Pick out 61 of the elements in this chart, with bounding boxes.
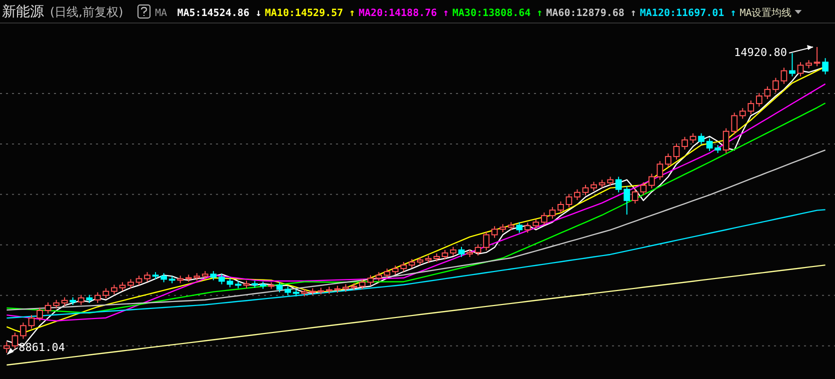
candlestick <box>822 58 828 75</box>
candlestick <box>682 136 688 150</box>
candlestick <box>549 206 556 220</box>
candlestick <box>698 132 704 145</box>
candlestick <box>160 272 167 283</box>
candlestick <box>276 282 283 293</box>
text: MA120:11697.01 ↑ <box>640 8 736 19</box>
candlestick <box>284 286 292 296</box>
candlestick <box>210 270 217 281</box>
candlestick <box>44 302 52 314</box>
candlestick <box>359 278 366 290</box>
candlestick <box>474 244 482 256</box>
candlestick <box>110 284 118 295</box>
candlestick <box>491 226 498 238</box>
candlestick <box>789 52 796 77</box>
candlestick <box>384 268 390 279</box>
candlestick <box>582 184 589 196</box>
candlestick <box>540 212 548 226</box>
candlestick <box>516 222 523 234</box>
candlestick <box>673 142 680 160</box>
annotation: 14920.80 <box>734 46 788 59</box>
candlestick <box>376 272 382 282</box>
candlestick <box>814 46 820 67</box>
text: MA10:14529.57 ↑ <box>264 8 356 19</box>
candlestick <box>558 200 564 214</box>
candlestick <box>226 278 234 288</box>
text: MA设置均线 <box>740 7 792 19</box>
candlestick <box>136 275 142 286</box>
candlestick <box>36 306 43 322</box>
candlestick <box>483 231 490 251</box>
candlestick <box>706 138 713 152</box>
candlestick <box>28 314 35 330</box>
candlestick <box>607 176 614 186</box>
candlestick <box>780 67 788 84</box>
annotation: 8861.04 <box>18 340 66 354</box>
candlestick <box>450 246 456 256</box>
text: MA <box>155 8 168 19</box>
text: MA20:14188.76 ↑ <box>358 8 449 19</box>
candlestick <box>144 272 150 282</box>
candlestick <box>78 294 84 306</box>
candlestick <box>4 341 10 354</box>
text: MA30:13808.64 ↑ <box>452 8 543 19</box>
candlestick <box>772 77 779 93</box>
chart-subtitle: (日线,前复权) <box>50 5 124 19</box>
candlestick <box>458 246 465 258</box>
candlestick <box>128 278 134 289</box>
candlestick <box>367 274 374 286</box>
candlestick <box>566 193 572 208</box>
candlestick <box>20 322 26 340</box>
candlestick <box>665 153 672 168</box>
candlestick <box>12 332 18 350</box>
candlestick <box>392 265 399 276</box>
candlestick <box>574 188 580 200</box>
chart-title: 新能源 <box>2 4 44 20</box>
candlestick <box>797 62 804 77</box>
candlestick <box>690 132 696 144</box>
text: MA5:14524.86 ↓ <box>177 8 262 19</box>
candlestick <box>442 249 448 260</box>
text: MA60:12879.68 ↑ <box>546 8 636 19</box>
candlestick <box>590 181 597 192</box>
candlestick <box>218 274 225 285</box>
